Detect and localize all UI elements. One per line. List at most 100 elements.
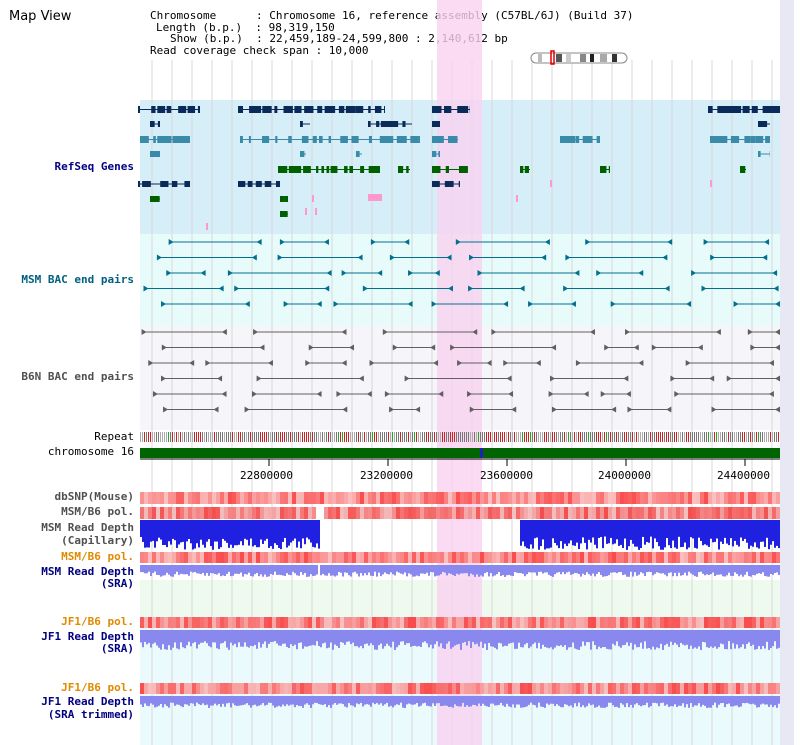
heat-cell [360,507,364,519]
depth-bar [316,696,318,703]
depth-bar [162,565,164,576]
depth-bar [776,630,778,649]
depth-bar [774,565,776,573]
heat-cell [424,507,428,519]
depth-bar [454,696,456,705]
depth-bar [412,565,414,577]
heat-cell [688,507,692,519]
repeat-mark [510,432,511,442]
repeat-mark [498,432,499,442]
heat-cell [340,507,344,519]
depth-bar [280,696,282,707]
heat-cell [600,617,604,628]
track-label-jf1-depth-trim[interactable]: JF1 Read Depth [41,695,134,708]
heat-cell [228,617,232,628]
heat-cell [644,552,648,563]
depth-bar [654,696,656,703]
depth-bar [492,696,494,704]
repeat-mark [746,432,747,442]
track-label-b6n-bac[interactable]: B6N BAC end pairs [21,370,134,383]
depth-bar [602,565,604,577]
repeat-mark [268,432,269,442]
track-label-jf1-b6-pol-1[interactable]: JF1/B6 pol. [61,615,134,628]
depth-bar [420,696,422,706]
track-label-jf1-depth-sra[interactable]: JF1 Read Depth [41,630,134,643]
depth-bar [194,520,196,549]
repeat-mark [586,432,587,442]
b6n-bac-pair-end [438,391,444,397]
track-label-msm-bac[interactable]: MSM BAC end pairs [21,273,134,286]
heat-cell [376,552,380,563]
depth-bar [246,630,248,647]
repeat-mark [146,432,147,442]
depth-bar [454,565,456,576]
depth-bar [486,565,488,573]
heat-cell [396,617,400,628]
depth-bar [222,565,224,576]
heat-cell [772,617,776,628]
repeat-mark [596,432,597,442]
heat-cell [364,507,368,519]
depth-bar [284,630,286,644]
depth-bar [718,520,720,550]
depth-bar [740,565,742,575]
track-label-msm-depth-cap[interactable]: MSM Read Depth [41,521,134,534]
heat-cell [160,492,164,504]
heat-cell [652,492,656,504]
heat-cell [564,683,568,694]
depth-bar [558,630,560,647]
gene-exon [730,136,740,143]
track-label-dbsnp[interactable]: dbSNP(Mouse) [54,490,134,503]
track-label-repeat[interactable]: Repeat [94,430,134,443]
heat-cell [692,552,696,563]
track-label-msm-b6-pol-1[interactable]: MSM/B6 pol. [61,505,134,518]
heat-cell [172,683,176,694]
track-label-refseq[interactable]: RefSeq Genes [54,160,134,173]
repeat-mark [292,432,293,442]
heat-cell [204,683,208,694]
depth-bar [636,520,638,547]
depth-bar [432,630,434,649]
heat-cell [468,492,472,504]
depth-bar [312,630,314,645]
depth-bar [428,696,430,707]
repeat-mark [672,432,673,442]
depth-bar [458,696,460,707]
heat-cell [428,492,432,504]
repeat-mark [472,432,473,442]
gene-exon [138,106,141,113]
heat-cell [636,507,640,519]
repeat-mark [298,432,299,442]
b6n-bac-pair-end [341,329,347,335]
repeat-mark [286,432,287,442]
gene-exon [151,106,156,113]
depth-bar [262,520,264,544]
gene-exon [368,136,372,143]
depth-bar [370,696,372,707]
depth-bar [764,630,766,649]
heat-cell [324,507,328,519]
depth-bar [682,696,684,704]
heat-cell [632,683,636,694]
track-label-msm-depth-sra[interactable]: MSM Read Depth [41,565,134,578]
track-label-jf1-b6-pol-2[interactable]: JF1/B6 pol. [61,681,134,694]
depth-bar [436,696,438,704]
heat-cell [660,492,664,504]
heat-cell [428,683,432,694]
heat-cell [712,617,716,628]
heat-cell [676,492,680,504]
depth-bar [734,696,736,706]
repeat-mark [462,432,463,442]
repeat-mark [772,432,773,442]
repeat-mark [750,432,751,442]
repeat-mark [630,432,631,442]
track-label-chromosome[interactable]: chromosome 16 [47,445,134,458]
depth-bar [678,565,680,573]
gene-exon [444,181,454,187]
heat-cell [468,507,472,519]
track-label-msm-b6-pol-2[interactable]: MSM/B6 pol. [61,550,134,563]
repeat-mark [606,432,607,442]
depth-bar [458,565,460,575]
depth-bar [492,565,494,577]
